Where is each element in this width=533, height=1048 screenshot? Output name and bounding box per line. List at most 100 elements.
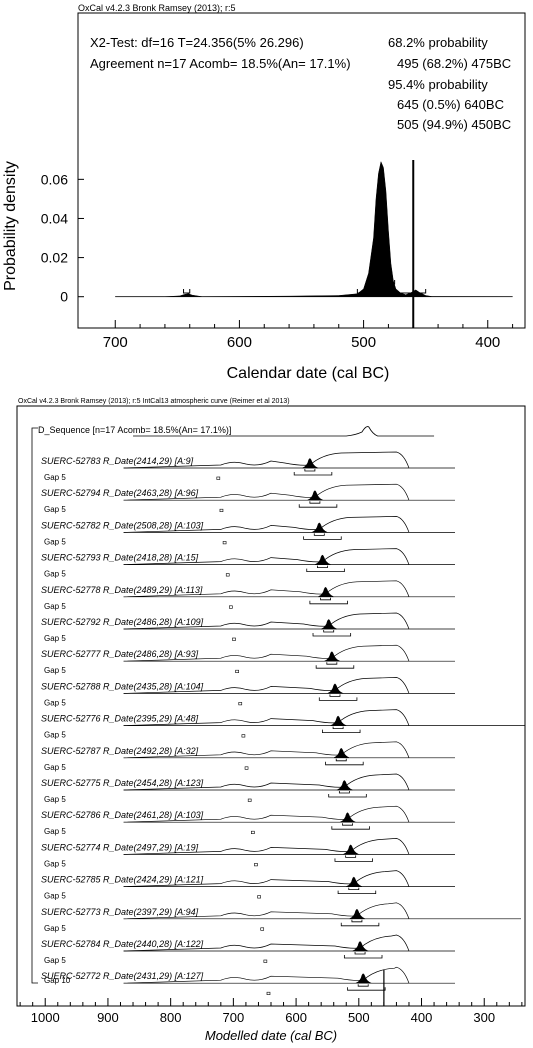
gap-label-8: Gap 5 <box>44 731 66 740</box>
x-tick-label-5: 500 <box>348 1010 370 1025</box>
x-tick-label-2: 800 <box>160 1010 182 1025</box>
posterior-11 <box>339 812 356 823</box>
range-95-14 <box>340 922 380 927</box>
gap-marker-1 <box>219 508 224 513</box>
likelihood-curve-9 <box>123 741 410 759</box>
sequence-bracket <box>31 427 38 984</box>
gap-marker-15 <box>263 959 268 963</box>
gap-marker-6 <box>235 669 239 674</box>
likelihood-curve-13 <box>123 870 410 887</box>
posterior-7 <box>327 683 344 694</box>
date-row-5: SUERC-52792 R_Date(2486,28) [A:109] Gap 5 <box>41 612 455 643</box>
top-frame <box>77 12 526 329</box>
likelihood-curve-7 <box>123 677 410 694</box>
date-label-5: SUERC-52792 R_Date(2486,28) [A:109] <box>41 617 204 627</box>
gap-label-1: Gap 5 <box>44 505 66 514</box>
posterior-1 <box>307 490 324 501</box>
agreement-index: Agreement n=17 Acomb= 18.5%(An= 17.1%) <box>90 56 351 71</box>
likelihood-curve-12 <box>123 838 410 855</box>
gap-label-14: Gap 5 <box>44 924 66 933</box>
range-95-3 <box>306 568 345 572</box>
range-95-13 <box>337 890 377 894</box>
date-label-8: SUERC-52776 R_Date(2395,29) [A:48] <box>41 714 199 724</box>
y-tick-label-0: 0 <box>60 289 68 305</box>
top-y-axis-label: Probability density <box>2 161 19 291</box>
range-68-1 <box>309 501 321 504</box>
posterior-13 <box>346 876 363 887</box>
gap-marker-12 <box>254 863 258 867</box>
x-tick-label-3: 400 <box>475 334 500 351</box>
gap-marker-8 <box>241 734 246 738</box>
x-tick-label-2: 500 <box>351 334 376 351</box>
date-row-14: SUERC-52773 R_Date(2397,29) [A:94] Gap 5 <box>41 902 521 933</box>
posterior-15 <box>352 941 369 952</box>
range-68-13 <box>348 887 360 890</box>
likelihood-curve-14 <box>123 902 410 920</box>
likelihood-curve-16 <box>123 966 410 984</box>
date-row-2: SUERC-52782 R_Date(2508,28) [A:103] Gap 5 <box>41 516 455 546</box>
posterior-14 <box>349 909 366 920</box>
probability-density-area <box>115 160 514 297</box>
y-tick-label-1: 0.02 <box>41 250 68 266</box>
likelihood-curve-6 <box>123 644 410 662</box>
top-panel: OxCal v4.2.3 Bronk Ramsey (2013); r:5 X2… <box>2 3 526 382</box>
gap-marker-2 <box>222 541 227 545</box>
date-label-9: SUERC-52787 R_Date(2492,28) [A:32] <box>41 746 199 756</box>
date-label-0: SUERC-52783 R_Date(2414,29) [A:9] <box>41 456 194 466</box>
gap-marker-13 <box>257 895 261 899</box>
y-tick-label-2: 0.04 <box>41 210 68 226</box>
date-label-14: SUERC-52773 R_Date(2397,29) [A:94] <box>41 907 199 917</box>
date-row-11: SUERC-52786 R_Date(2461,28) [A:103] Gap 5 <box>41 805 455 836</box>
range-68-bracket <box>369 280 396 285</box>
bottom-plot-area: SUERC-52783 R_Date(2414,29) [A:9]Gap 5SU… <box>31 426 525 1006</box>
posterior-6 <box>324 651 341 662</box>
x-tick-label-4: 600 <box>285 1010 307 1025</box>
bottom-x-axis-label: Modelled date (cal BC) <box>205 1028 337 1043</box>
date-label-4: SUERC-52778 R_Date(2489,29) [A:113] <box>41 585 203 595</box>
gap-marker-7 <box>238 702 243 706</box>
range-95-5 <box>312 633 352 637</box>
gap-marker-4 <box>229 605 233 609</box>
gap-label-3: Gap 5 <box>44 570 66 579</box>
posterior-12 <box>343 844 359 855</box>
range-68-10 <box>338 791 350 794</box>
range-95-9 <box>325 761 364 766</box>
date-row-0: SUERC-52783 R_Date(2414,29) [A:9] Gap 5 <box>41 451 455 482</box>
chi-square-test: X2-Test: df=16 T=24.356(5% 26.296) <box>90 35 304 50</box>
date-row-4: SUERC-52778 R_Date(2489,29) [A:113] Gap 5 <box>41 580 455 611</box>
posterior-9 <box>333 748 350 759</box>
range-95-11 <box>331 826 370 830</box>
gap-label-9: Gap 5 <box>44 763 66 772</box>
gap-label-7: Gap 5 <box>44 698 66 707</box>
range-95-bracket-1 <box>356 289 427 294</box>
gap-label-6: Gap 5 <box>44 666 66 675</box>
date-row-1: SUERC-52794 R_Date(2463,28) [A:96] Gap 5 <box>41 483 455 514</box>
date-label-7: SUERC-52788 R_Date(2435,28) [A:104] <box>41 681 204 691</box>
likelihood-curve-0 <box>123 451 410 469</box>
likelihood-curve-8 <box>123 709 410 726</box>
likelihood-curve-15 <box>123 934 410 952</box>
range-68-5 <box>323 630 335 633</box>
range-line-2: 95.4% probability <box>388 77 488 92</box>
date-row-9: SUERC-52787 R_Date(2492,28) [A:32] Gap 5 <box>41 741 455 772</box>
posterior-4 <box>317 587 334 598</box>
date-label-12: SUERC-52774 R_Date(2497,29) [A:19] <box>41 842 199 852</box>
gap-marker-16 <box>266 991 271 996</box>
likelihood-curve-3 <box>123 548 410 565</box>
range-95-10 <box>328 794 367 798</box>
x-tick-label-3: 700 <box>223 1010 245 1025</box>
range-68-7 <box>329 694 341 697</box>
posterior-10 <box>336 780 353 791</box>
date-label-1: SUERC-52794 R_Date(2463,28) [A:96] <box>41 488 199 498</box>
x-tick-label-0: 700 <box>103 334 128 351</box>
range-68-14 <box>351 919 363 923</box>
range-line-1: 495 (68.2%) 475BC <box>397 56 511 71</box>
range-68-15 <box>354 952 366 955</box>
posterior-3 <box>314 554 331 565</box>
gap-marker-10 <box>247 798 252 802</box>
range-95-2 <box>303 536 342 540</box>
bottom-header: OxCal v4.2.3 Bronk Ramsey (2013); r:5 In… <box>18 398 290 405</box>
range-68-16 <box>357 984 369 987</box>
range-line-3: 645 (0.5%) 640BC <box>397 97 504 112</box>
range-68-12 <box>345 855 357 858</box>
